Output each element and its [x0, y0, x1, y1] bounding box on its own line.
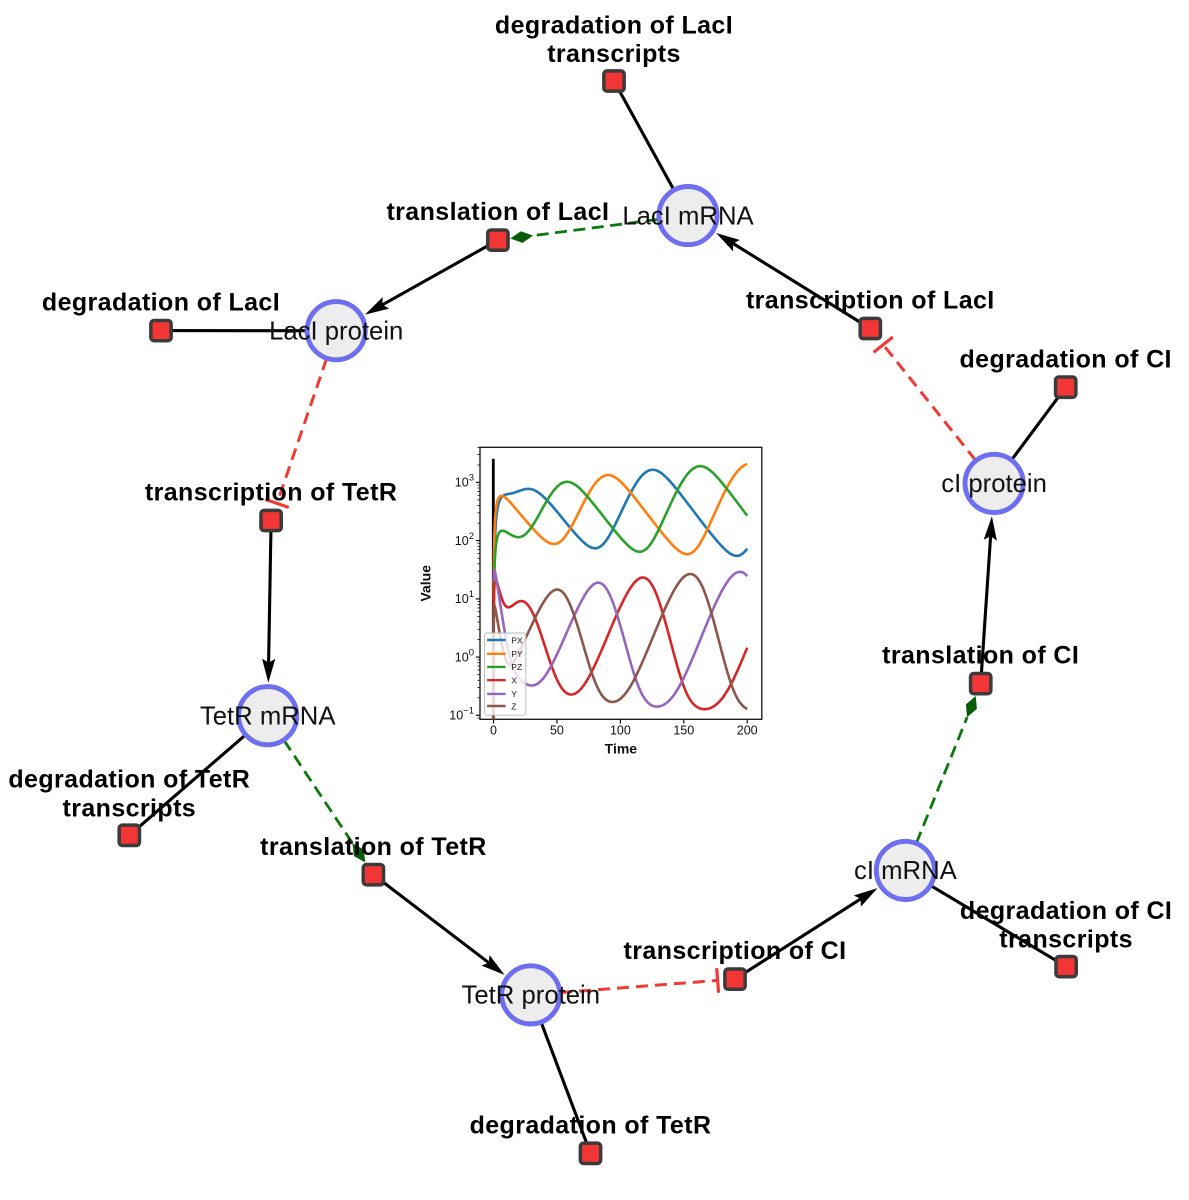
svg-text:translation of CI: translation of CI [882, 642, 1079, 670]
svg-text:transcription of TetR: transcription of TetR [145, 479, 397, 507]
svg-text:translation of LacI: translation of LacI [386, 198, 609, 226]
svg-text:50: 50 [550, 724, 564, 738]
svg-text:150: 150 [673, 724, 694, 738]
svg-text:degradation of CI: degradation of CI [960, 897, 1172, 925]
svg-text:degradation of TetR: degradation of TetR [470, 1111, 712, 1139]
svg-text:degradation of LacI: degradation of LacI [495, 11, 733, 39]
svg-text:transcripts: transcripts [547, 40, 681, 68]
svg-text:Z: Z [511, 701, 516, 711]
svg-text:TetR mRNA: TetR mRNA [200, 703, 336, 731]
svg-text:transcripts: transcripts [999, 926, 1133, 954]
svg-text:TetR protein: TetR protein [462, 982, 601, 1010]
svg-text:degradation of LacI: degradation of LacI [42, 289, 280, 317]
svg-text:translation of TetR: translation of TetR [260, 833, 487, 861]
svg-text:LacI protein: LacI protein [269, 318, 403, 346]
svg-text:transcription of CI: transcription of CI [624, 937, 847, 965]
svg-text:transcription of LacI: transcription of LacI [746, 287, 995, 315]
svg-text:PZ: PZ [511, 662, 522, 672]
svg-text:cI mRNA: cI mRNA [854, 857, 958, 885]
svg-text:PY: PY [511, 649, 523, 659]
svg-text:LacI mRNA: LacI mRNA [622, 202, 754, 230]
svg-text:0: 0 [490, 724, 497, 738]
svg-text:degradation of TetR: degradation of TetR [8, 766, 250, 794]
svg-text:degradation of CI: degradation of CI [960, 345, 1172, 373]
svg-text:100: 100 [610, 724, 631, 738]
svg-text:PX: PX [511, 635, 523, 645]
svg-text:X: X [511, 676, 517, 686]
svg-text:transcripts: transcripts [62, 794, 196, 822]
svg-text:Time: Time [605, 740, 638, 756]
svg-text:Y: Y [511, 689, 517, 699]
svg-text:cI protein: cI protein [941, 470, 1047, 498]
svg-text:200: 200 [737, 724, 758, 738]
svg-text:Value: Value [418, 565, 434, 602]
